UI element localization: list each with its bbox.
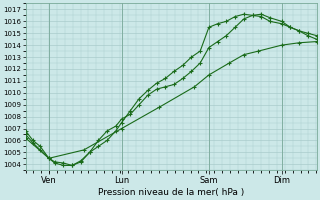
X-axis label: Pression niveau de la mer( hPa ): Pression niveau de la mer( hPa ) bbox=[98, 188, 244, 197]
